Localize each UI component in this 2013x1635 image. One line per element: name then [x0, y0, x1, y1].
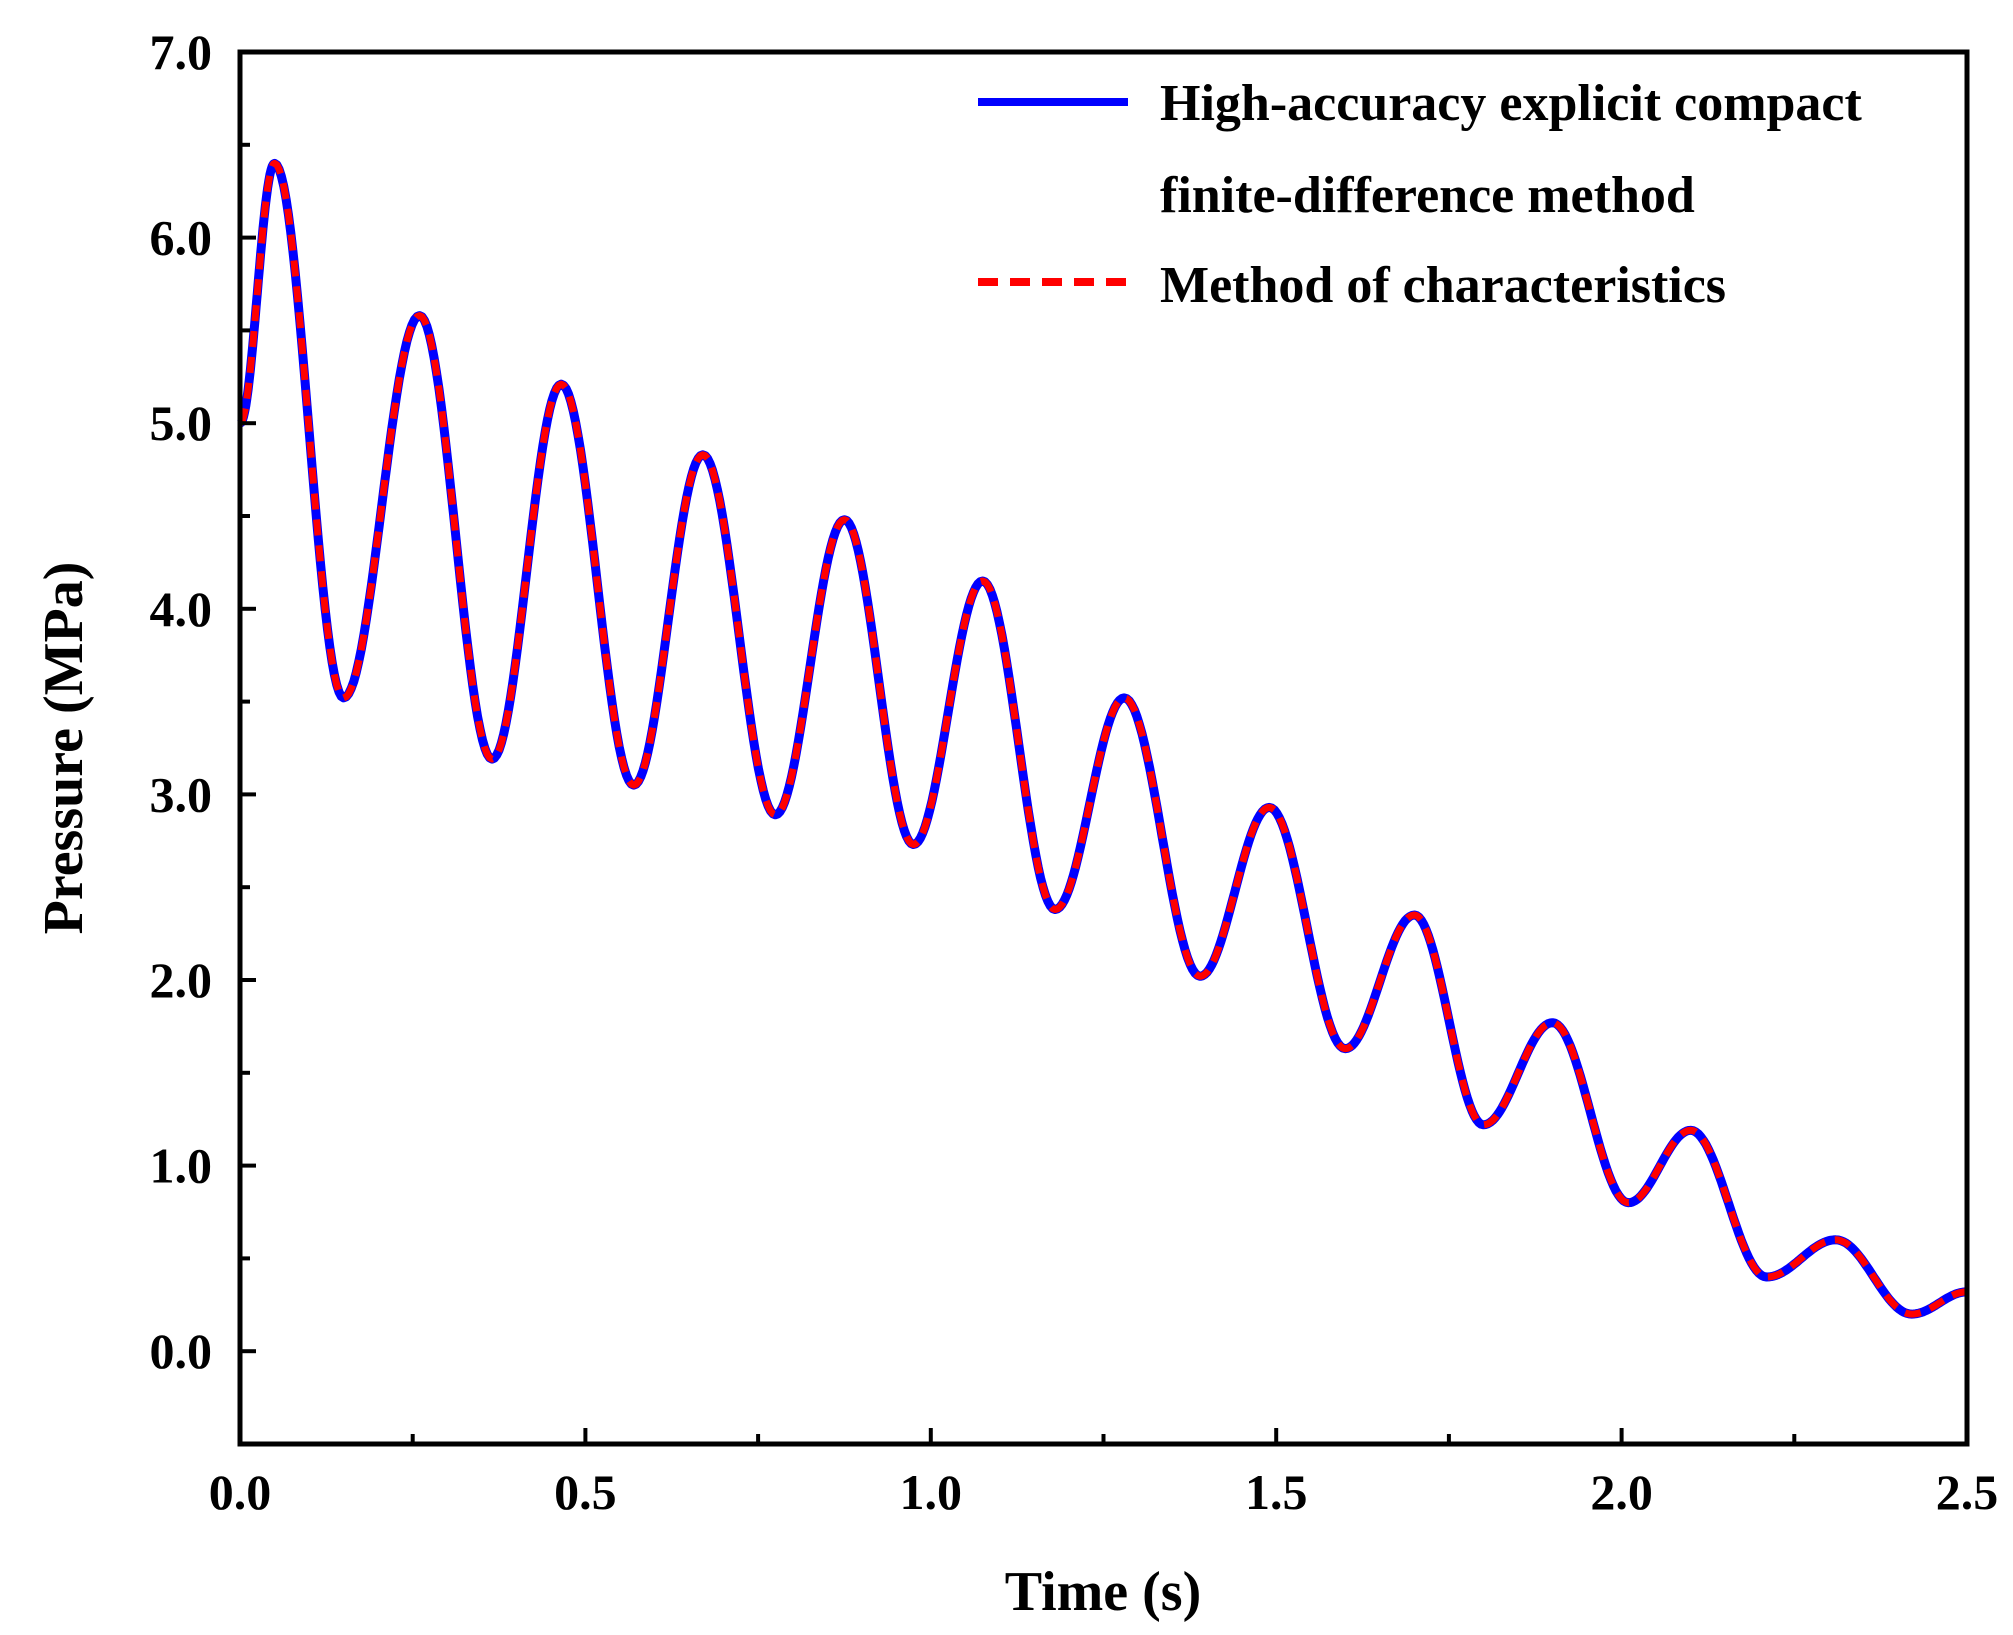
x-tick-label: 0.0: [209, 1464, 272, 1520]
y-tick-label: 0.0: [150, 1323, 213, 1379]
x-axis-title: Time (s): [1005, 1561, 1202, 1623]
y-axis-title: Pressure (MPa): [33, 562, 95, 935]
x-tick-label: 2.5: [1936, 1464, 1999, 1520]
x-tick-label: 1.5: [1245, 1464, 1308, 1520]
y-tick-label: 6.0: [150, 210, 213, 266]
y-tick-label: 4.0: [150, 581, 213, 637]
legend: High-accuracy explicit compact finite-di…: [978, 75, 1863, 314]
legend-label-1-line2: finite-difference method: [1160, 167, 1695, 224]
x-tick-label: 2.0: [1590, 1464, 1653, 1520]
series-line-2: [237, 159, 1969, 1318]
x-tick-label: 1.0: [900, 1464, 963, 1520]
y-tick-label: 3.0: [150, 766, 213, 822]
y-tick-label: 5.0: [150, 395, 213, 451]
plot-curves: [236, 158, 1970, 1319]
y-tick-label: 1.0: [150, 1138, 213, 1194]
legend-label-2: Method of characteristics: [1160, 257, 1726, 314]
plot-frame: [237, 49, 1970, 1447]
y-tick-label: 2.0: [150, 952, 213, 1008]
axis-ticks: 0.0 0.5 1.0 1.5 2.0 2.5 0.0 1.0 2.0 3.0 4.0 5.0 6.0 7…: [150, 24, 1999, 1520]
x-tick-label: 0.5: [554, 1464, 617, 1520]
y-tick-label: 7.0: [150, 24, 213, 80]
legend-label-1-line1: High-accuracy explicit compact: [1160, 75, 1863, 132]
